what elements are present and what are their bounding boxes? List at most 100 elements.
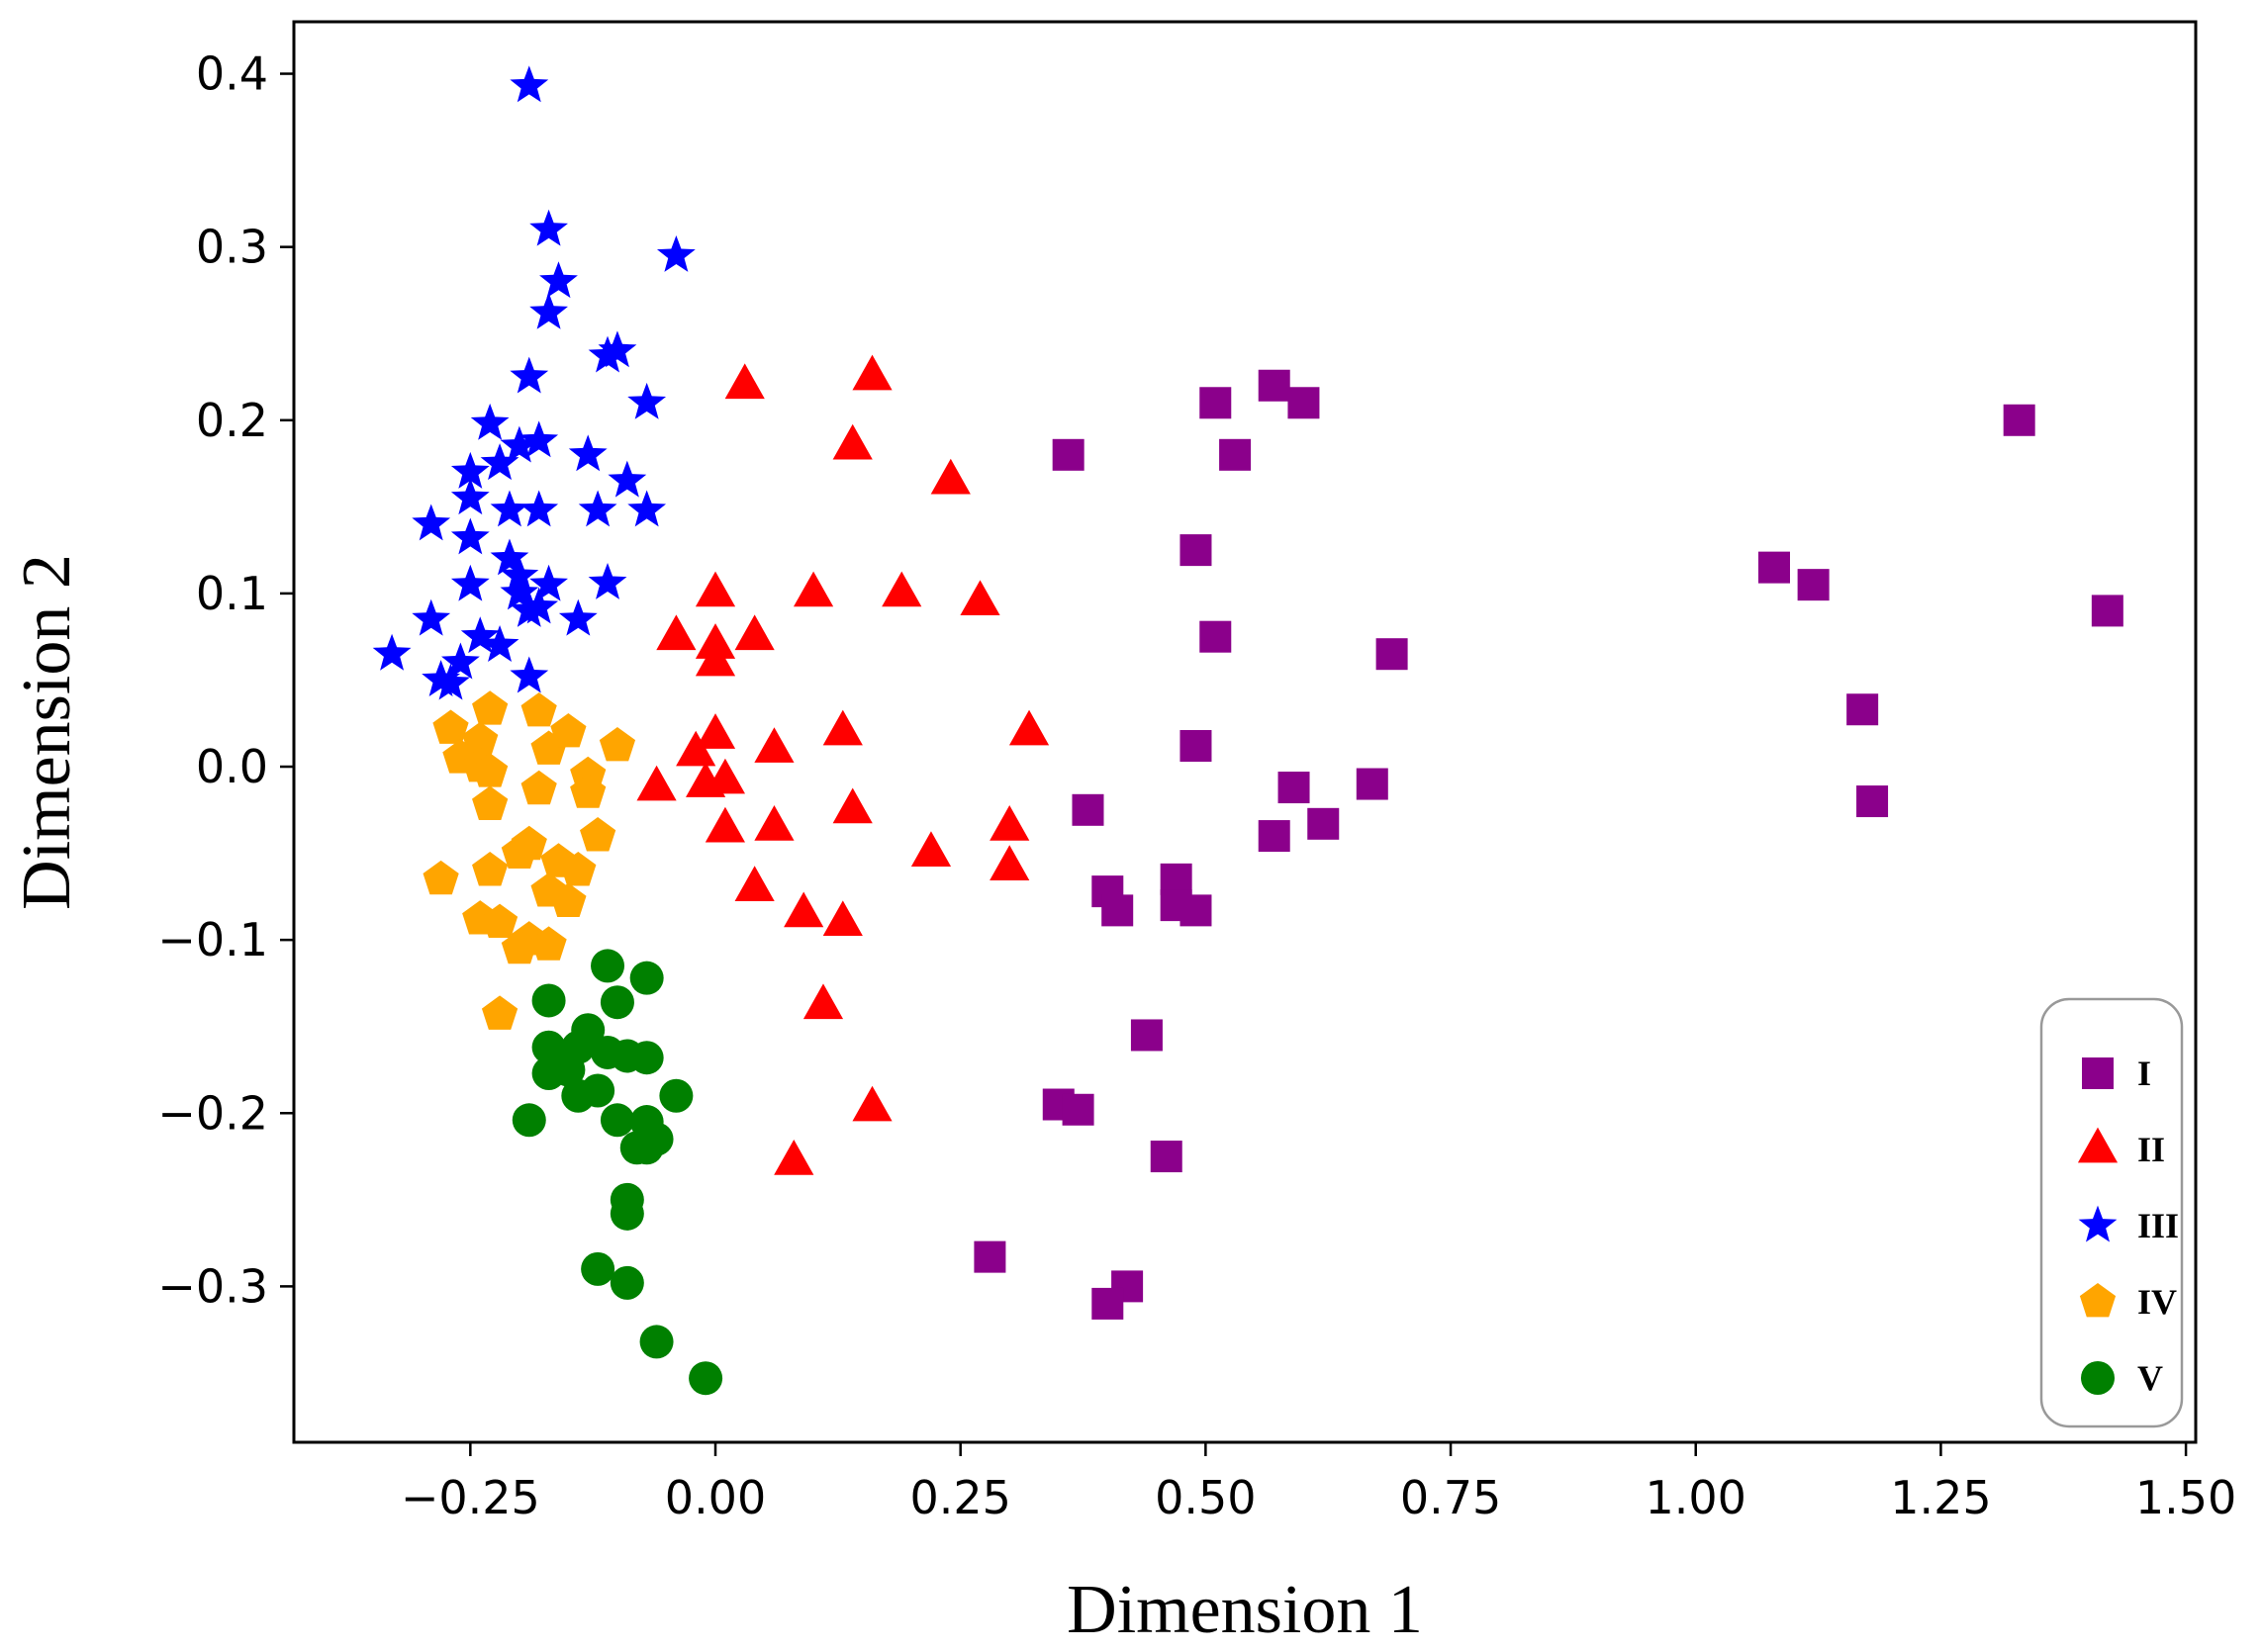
data-point-series-V-24 [610,1265,644,1300]
x-tick-label: 0.00 [665,1471,766,1524]
y-tick-label: −0.3 [157,1259,268,1313]
data-point-series-II-9 [656,614,697,651]
data-point-series-IV-16 [423,860,459,895]
data-point-series-I-14 [1179,730,1212,763]
legend-label-II: II [2137,1130,2165,1169]
data-point-series-V-10 [629,1041,664,1075]
data-point-series-I-13 [1846,693,1879,726]
x-axis: −0.25 0.00 0.25 0.50 0.75 1.00 1.25 1.50 [401,1442,2236,1524]
data-point-series-II-8 [960,580,1000,616]
plot-frame [292,20,2198,1444]
data-point-series-IV-3 [432,709,469,744]
data-point-series-I-10 [1179,534,1212,567]
data-point-series-III-32 [558,598,598,636]
data-point-series-IV-28 [501,929,537,964]
data-point-series-III-34 [460,616,500,654]
x-tick-label: 1.50 [2135,1471,2236,1524]
data-point-series-I-3 [1287,387,1320,419]
data-point-series-IV-12 [520,770,557,805]
y-tick-label: 0.4 [196,47,268,101]
data-point-series-III-3 [656,235,696,272]
data-point-series-III-11 [519,420,559,458]
data-point-series-V-27 [551,1053,586,1087]
x-axis-title: Dimension 1 [1067,1572,1423,1648]
data-point-series-III-20 [519,490,559,527]
data-point-series-III-13 [450,451,490,489]
data-point-series-I-7 [1757,551,1790,584]
x-tick-label: 0.75 [1400,1471,1501,1524]
y-tick-label: 0.0 [196,740,268,793]
y-axis-title: Dimension 2 [9,554,85,910]
x-tick-label: 1.25 [1890,1471,1991,1524]
data-point-series-III-29 [500,573,539,610]
data-point-series-V-20 [619,1131,654,1165]
data-point-series-I-15 [1856,785,1889,818]
data-point-series-II-22 [705,806,746,843]
data-point-series-II-20 [705,758,746,794]
data-point-series-IV-23 [550,882,587,918]
y-tick-label: 0.1 [196,567,268,620]
data-point-series-IV-7 [550,712,587,748]
data-point-series-II-6 [793,571,834,607]
data-point-series-III-17 [608,460,647,498]
data-point-series-IV-27 [530,926,567,961]
data-point-series-III-14 [480,443,519,481]
data-point-series-III-36 [372,633,412,671]
data-point-series-II-12 [695,640,736,677]
data-point-series-III-38 [510,656,549,693]
data-point-series-II-29 [822,900,863,937]
data-point-series-II-32 [774,1139,814,1175]
data-point-series-III-37 [441,642,480,680]
data-point-series-III-15 [568,434,608,472]
y-tick-label: 0.2 [196,394,268,447]
data-point-series-III-33 [412,598,451,636]
data-point-series-III-30 [510,591,549,627]
data-point-series-II-27 [734,866,775,902]
data-point-series-I-12 [1375,638,1408,671]
data-point-series-II-28 [784,891,824,928]
data-point-series-II-14 [1008,709,1050,746]
data-point-series-IV-10 [472,753,509,787]
data-point-series-V-16 [600,1103,634,1138]
data-point-series-III-23 [450,517,490,555]
data-point-series-V-12 [659,1078,694,1113]
legend-label-III: III [2137,1206,2179,1245]
data-point-series-II-17 [754,727,795,763]
plot-points [372,65,2123,1396]
data-point-series-II-31 [852,1085,893,1122]
data-point-series-I-11 [1199,620,1232,653]
data-point-series-III-7 [588,335,627,373]
data-point-series-V-3 [531,983,566,1018]
data-point-series-III-10 [470,403,510,440]
data-point-series-V-15 [512,1103,546,1138]
data-point-series-V-1 [591,949,625,983]
data-point-series-I-22 [1101,894,1134,927]
data-point-series-IV-29 [481,995,519,1030]
data-point-series-III-26 [450,564,490,601]
data-point-series-II-18 [636,765,677,801]
data-point-series-II-16 [695,713,736,749]
data-point-series-II-13 [822,709,863,746]
data-point-series-IV-19 [511,825,547,861]
data-point-series-I-26 [1130,1019,1163,1052]
y-axis: −0.3 −0.2 −0.1 0.0 0.1 0.2 0.3 0.4 [157,47,294,1313]
data-point-series-IV-4 [599,726,636,762]
data-point-series-II-1 [724,363,765,400]
x-tick-label: 1.00 [1646,1471,1746,1524]
data-point-series-V-23 [581,1251,615,1286]
y-tick-label: −0.1 [157,913,268,966]
data-point-series-IV-1 [472,690,509,725]
data-point-series-III-27 [588,562,627,599]
data-point-series-III-21 [578,490,617,527]
x-tick-label: 0.50 [1155,1471,1256,1524]
data-point-series-I-20 [1258,820,1290,853]
data-point-series-I-30 [974,1240,1006,1273]
data-point-series-III-31 [519,587,559,624]
legend-marker-III [2078,1205,2118,1242]
data-point-series-IV-20 [472,852,509,886]
data-point-series-I-9 [2091,595,2123,627]
data-point-series-III-8 [510,356,549,394]
legend-frame [2039,997,2184,1428]
data-point-series-II-25 [990,804,1030,841]
x-tick-label: 0.25 [909,1471,1010,1524]
